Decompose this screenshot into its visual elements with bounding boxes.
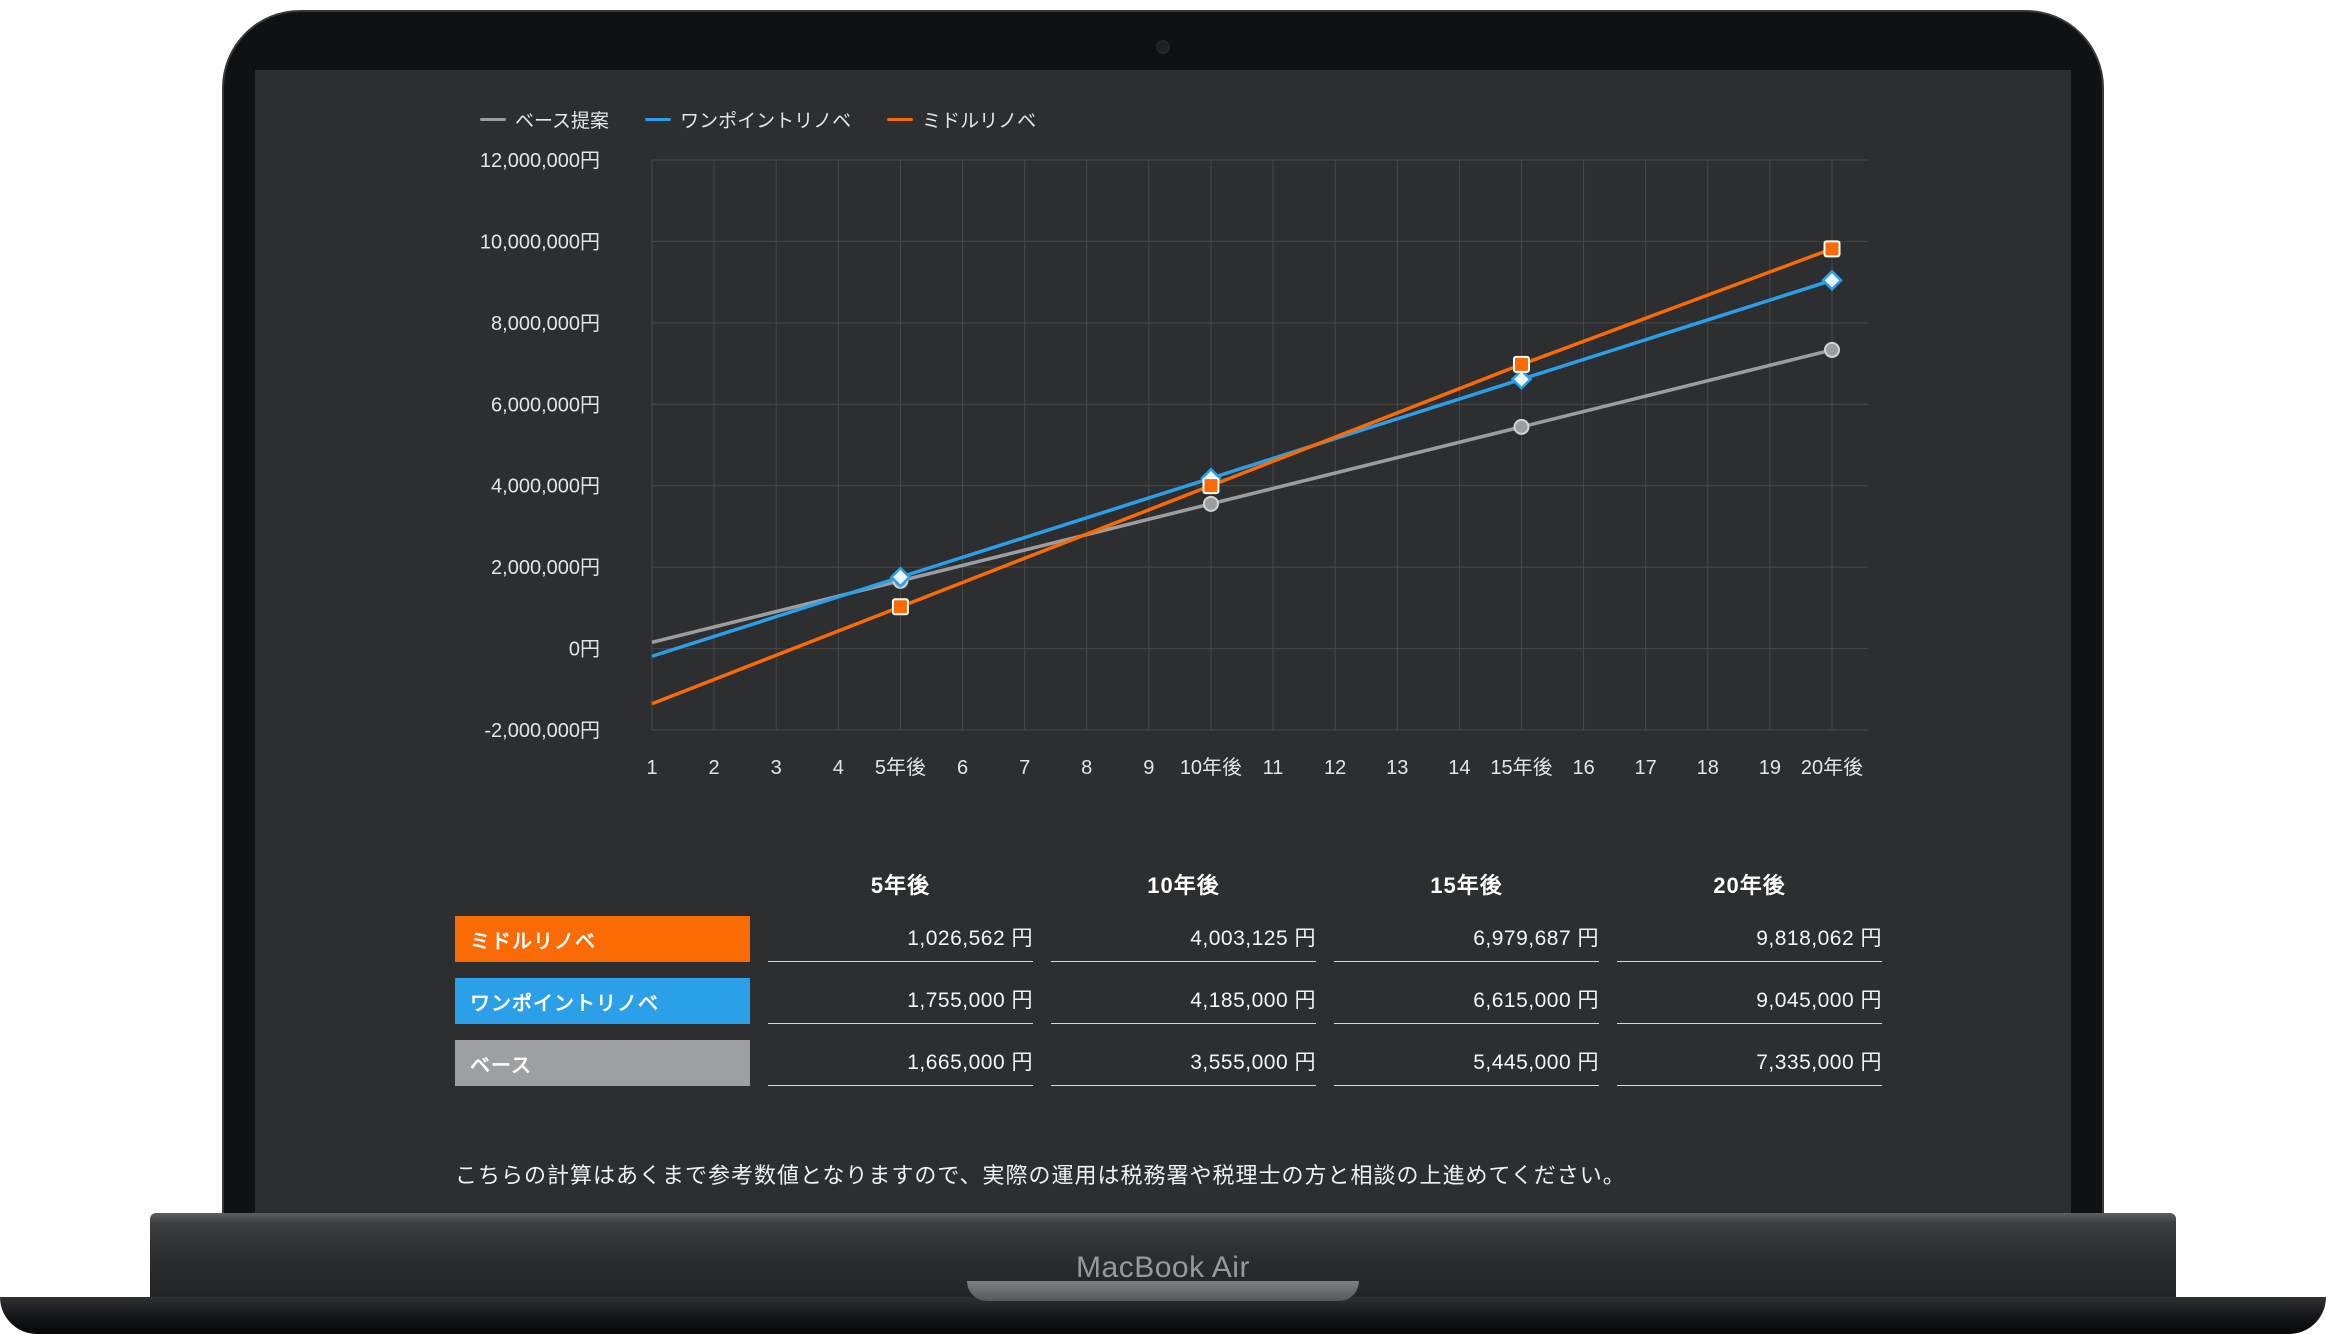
x-tick-label: 10年後 [1180, 756, 1242, 779]
diamond-marker [1510, 368, 1533, 391]
laptop-base: MacBook Air [150, 1213, 2176, 1301]
circle-marker [1824, 341, 1840, 358]
diamond-marker [889, 566, 912, 588]
x-tick-label: 17 [1635, 757, 1657, 779]
x-tick-label: 5年後 [875, 756, 926, 779]
x-tick-label: 13 [1386, 757, 1408, 779]
macbook-air-label: MacBook Air [1076, 1251, 1250, 1284]
chart-series-0 [651, 341, 1840, 645]
x-tick-label: 6 [957, 757, 968, 779]
table-column-header-1: 10年後 [1147, 873, 1220, 898]
disclaimer-text: こちらの計算はあくまで参考数値となりますので、実際の運用は税務署や税理士の方と相… [455, 1163, 1626, 1188]
diamond-marker [1821, 269, 1843, 292]
y-tick-label: 2,000,000円 [491, 557, 600, 579]
y-tick-label: 8,000,000円 [491, 313, 600, 335]
x-tick-label: 16 [1572, 757, 1594, 779]
legend-label: ベース提案 [515, 111, 610, 132]
x-tick-label: 9 [1143, 757, 1154, 779]
laptop-groove [967, 1281, 1359, 1301]
camera-icon [1158, 42, 1168, 52]
table-value-cell-r0-c2: 6,979,687 円 [1334, 916, 1599, 962]
table-value-cell-r0-c1: 4,003,125 円 [1051, 916, 1316, 962]
legend-item-1: ワンポイントリノベ [645, 106, 851, 133]
table-column-header-2: 15年後 [1430, 873, 1503, 898]
square-marker [891, 598, 909, 616]
table-value-cell-r0-c0: 1,026,562 円 [768, 916, 1033, 962]
table-value-cell-r2-c2: 5,445,000 円 [1334, 1040, 1599, 1086]
x-tick-label: 19 [1759, 757, 1781, 779]
x-tick-label: 20年後 [1801, 756, 1863, 779]
x-tick-label: 11 [1263, 757, 1284, 779]
y-tick-label: 6,000,000円 [491, 394, 600, 416]
y-tick-label: 4,000,000円 [491, 476, 600, 498]
chart-legend: ベース提案 ワンポイントリノベ ミドルリノベ [480, 106, 1036, 133]
series-line [651, 278, 1833, 658]
y-tick-label: -2,000,000円 [484, 720, 600, 742]
table-column-header-0: 5年後 [870, 873, 931, 898]
chart-series-1 [651, 269, 1843, 658]
x-tick-label: 12 [1324, 757, 1346, 779]
table-value-cell-r2-c0: 1,665,000 円 [768, 1040, 1033, 1086]
x-tick-label: 4 [833, 757, 844, 779]
x-tick-label: 3 [771, 757, 782, 779]
simulation-line-chart: 12,000,000円10,000,000円8,000,000円6,000,00… [480, 150, 1868, 779]
x-tick-label: 7 [1019, 757, 1030, 779]
legend-item-2: ミドルリノベ [887, 106, 1036, 133]
x-tick-label: 18 [1697, 757, 1719, 779]
screen: 12,000,000円 10,000,000円 8,000,000円 6,000,00… [255, 70, 2071, 1213]
y-tick-label: 0円 [569, 639, 600, 661]
legend-swatch-icon [645, 118, 672, 121]
x-tick-label: 2 [709, 757, 720, 779]
y-tick-label: 12,000,000円 [480, 150, 600, 172]
square-marker [1202, 477, 1220, 495]
results-table: 5年後 10年後 15年後 20年後ミドルリノベ 1,026,562 円 4,003,12… [455, 870, 1882, 1086]
chart-series-2 [651, 240, 1841, 706]
circle-marker [1202, 495, 1219, 512]
legend-item-0: ベース提案 [480, 106, 609, 133]
legend-label: ミドルリノベ [922, 111, 1037, 132]
table-value-cell-r1-c0: 1,755,000 円 [768, 978, 1033, 1024]
series-line [651, 247, 1833, 706]
y-tick-label: 10,000,000円 [480, 231, 600, 253]
legend-label: ワンポイントリノベ [680, 111, 852, 132]
x-tick-label: 1 [646, 757, 657, 779]
table-row-label-chip-1: ワンポイントリノベ [455, 978, 750, 1024]
table-value-cell-r2-c1: 3,555,000 円 [1051, 1040, 1316, 1086]
square-marker [1512, 355, 1530, 373]
table-row-label-chip-2: ベース [455, 1040, 750, 1086]
legend-swatch-icon [887, 118, 914, 121]
table-row-label-chip-0: ミドルリノベ [455, 916, 750, 962]
x-tick-label: 8 [1081, 757, 1092, 779]
table-corner-spacer [455, 870, 750, 900]
table-value-cell-r1-c2: 6,615,000 円 [1334, 978, 1599, 1024]
table-value-cell-r2-c3: 7,335,000 円 [1617, 1040, 1882, 1086]
table-value-cell-r1-c1: 4,185,000 円 [1051, 978, 1316, 1024]
circle-marker [1513, 418, 1530, 435]
x-tick-label: 14 [1448, 757, 1470, 779]
x-tick-label: 15年後 [1490, 756, 1552, 779]
macbook-lid: 12,000,000円 10,000,000円 8,000,000円 6,000,00… [222, 10, 2104, 1213]
laptop-base-bottom [0, 1297, 2326, 1334]
table-value-cell-r0-c3: 9,818,062 円 [1617, 916, 1882, 962]
legend-swatch-icon [480, 118, 506, 121]
table-column-header-3: 20年後 [1713, 873, 1786, 898]
table-value-cell-r1-c3: 9,045,000 円 [1617, 978, 1882, 1024]
square-marker [1823, 240, 1841, 258]
